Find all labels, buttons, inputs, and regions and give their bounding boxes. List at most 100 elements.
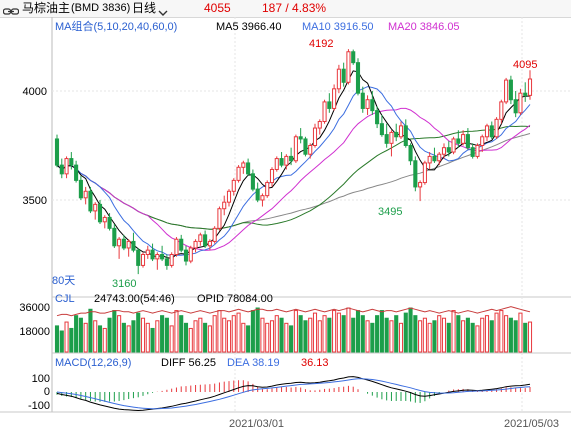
high-marker-label: 4192 bbox=[309, 38, 333, 50]
volume-bar bbox=[183, 322, 189, 353]
volume-bar bbox=[107, 317, 112, 353]
ma-indicator-label[interactable]: MA组合(5,10,20,40,60,0) bbox=[55, 19, 177, 33]
candle-body bbox=[484, 125, 490, 138]
volume-bar bbox=[155, 320, 160, 353]
volume-bar bbox=[308, 317, 313, 353]
candle-body bbox=[322, 101, 327, 123]
candle-body bbox=[375, 110, 380, 125]
candle-body bbox=[145, 249, 150, 255]
candle-body bbox=[418, 182, 423, 188]
volume-bars bbox=[54, 306, 533, 353]
volume-bar bbox=[446, 322, 451, 353]
symbol-code: (BMD 3836) bbox=[71, 2, 131, 14]
candle-body bbox=[441, 147, 447, 155]
candle-body bbox=[355, 62, 361, 94]
volume-bar bbox=[217, 310, 222, 353]
volume-bar bbox=[480, 317, 485, 353]
period-selector[interactable]: 日线 bbox=[132, 1, 157, 15]
candle-body bbox=[269, 168, 275, 184]
volume-bar bbox=[332, 310, 337, 353]
volume-bar bbox=[131, 320, 136, 353]
volume-bar bbox=[136, 312, 141, 353]
macd-value: 36.13 bbox=[301, 357, 329, 369]
candle-body bbox=[451, 138, 456, 153]
volume-bar bbox=[150, 327, 155, 353]
volume-bar bbox=[83, 322, 88, 353]
volume-bar bbox=[427, 322, 432, 353]
volume-bar bbox=[59, 330, 64, 353]
candle-body bbox=[513, 99, 518, 114]
candle-body bbox=[155, 254, 160, 260]
diff-value: DIFF 56.25 bbox=[161, 357, 216, 369]
cjl-indicator-label[interactable]: CJL bbox=[55, 293, 75, 305]
volume-bar bbox=[169, 325, 174, 353]
volume-bar bbox=[523, 322, 528, 353]
volume-bar bbox=[422, 317, 427, 353]
volume-bar bbox=[351, 317, 356, 353]
volume-bar bbox=[518, 312, 523, 353]
volume-bar bbox=[250, 310, 255, 353]
volume-bar bbox=[489, 320, 494, 353]
candle-body bbox=[131, 240, 136, 251]
candle-body bbox=[188, 247, 193, 262]
volume-bar bbox=[322, 315, 327, 353]
candle-body bbox=[274, 158, 279, 170]
candle-body bbox=[255, 188, 260, 201]
period-dropdown-icon[interactable] bbox=[158, 5, 168, 22]
stock-chart[interactable]: 4000 3500 36000 18000 100 0 -100 MA组合(5,… bbox=[0, 17, 571, 434]
ma20-line bbox=[56, 107, 531, 251]
candle-body bbox=[212, 227, 217, 242]
volume-bar bbox=[360, 315, 365, 353]
candle-body bbox=[365, 99, 370, 109]
candle-body bbox=[150, 249, 155, 260]
volume-bar bbox=[293, 310, 298, 353]
ma10-line bbox=[56, 86, 531, 256]
candle-body bbox=[93, 203, 98, 212]
candle-body bbox=[475, 145, 480, 157]
macd-indicator-label[interactable]: MACD(12,26,9) bbox=[55, 357, 131, 369]
candle-body bbox=[236, 166, 241, 181]
volume-bar bbox=[384, 317, 389, 353]
candle-body bbox=[470, 147, 475, 157]
ma10-legend: MA10 3916.50 bbox=[302, 21, 374, 33]
volume-bar bbox=[179, 315, 184, 353]
candle-body bbox=[179, 238, 184, 251]
candle-body bbox=[183, 249, 189, 262]
last-price: 4055 bbox=[204, 1, 231, 15]
candle-body bbox=[465, 134, 470, 149]
candle-body bbox=[336, 68, 341, 90]
volume-bar bbox=[389, 320, 394, 353]
link-icon[interactable] bbox=[2, 4, 20, 15]
y-tick-label: 4000 bbox=[23, 86, 47, 98]
volume-bar bbox=[236, 312, 241, 353]
candle-body bbox=[217, 208, 222, 229]
moving-average-lines bbox=[56, 70, 531, 259]
candle-body bbox=[88, 190, 93, 212]
candle-body bbox=[527, 78, 533, 96]
candle-body bbox=[193, 240, 198, 249]
candle-body bbox=[332, 88, 337, 109]
days-count-label: 80天 bbox=[52, 275, 75, 287]
candle-body bbox=[317, 121, 322, 129]
volume-bar bbox=[418, 320, 423, 353]
candle-body bbox=[54, 138, 60, 166]
volume-bar bbox=[265, 322, 270, 353]
candle-body bbox=[126, 240, 131, 249]
volume-bar bbox=[222, 317, 227, 353]
ma60-line bbox=[56, 133, 531, 230]
volume-bar bbox=[231, 315, 236, 353]
opid-line bbox=[56, 306, 531, 317]
candle-body bbox=[303, 138, 308, 155]
candle-body bbox=[327, 101, 332, 109]
volume-bar bbox=[212, 315, 217, 353]
candle-body bbox=[164, 258, 169, 266]
candle-body bbox=[312, 127, 318, 146]
y-tick-label: 3500 bbox=[23, 195, 47, 207]
symbol-name[interactable]: 马棕油主 bbox=[22, 1, 71, 15]
price-change: 187 / 4.83% bbox=[262, 1, 327, 15]
volume-bar bbox=[355, 310, 361, 353]
volume-bar bbox=[241, 322, 246, 353]
candle-body bbox=[222, 201, 227, 210]
x-axis-label: 2021/03/01 bbox=[229, 418, 284, 430]
volume-bar bbox=[160, 315, 165, 353]
